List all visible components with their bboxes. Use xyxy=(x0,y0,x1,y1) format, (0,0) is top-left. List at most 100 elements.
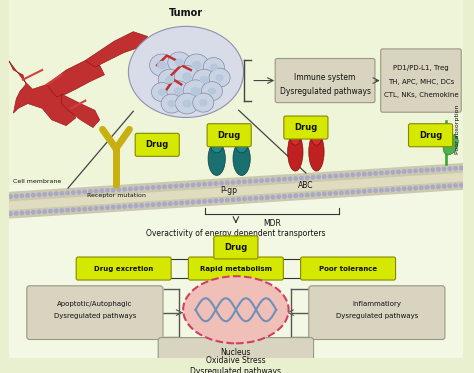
Ellipse shape xyxy=(191,61,201,70)
Ellipse shape xyxy=(183,276,289,343)
Ellipse shape xyxy=(161,94,182,113)
Ellipse shape xyxy=(385,170,390,175)
Ellipse shape xyxy=(385,188,390,192)
Ellipse shape xyxy=(430,167,435,172)
Ellipse shape xyxy=(191,182,195,187)
Ellipse shape xyxy=(350,172,355,177)
Ellipse shape xyxy=(362,172,367,176)
Ellipse shape xyxy=(316,175,321,179)
Ellipse shape xyxy=(293,193,298,198)
Ellipse shape xyxy=(350,190,355,194)
FancyBboxPatch shape xyxy=(158,338,314,373)
FancyBboxPatch shape xyxy=(301,257,396,280)
FancyBboxPatch shape xyxy=(76,257,171,280)
Ellipse shape xyxy=(436,167,441,172)
Ellipse shape xyxy=(65,191,70,195)
Ellipse shape xyxy=(182,72,192,81)
Ellipse shape xyxy=(65,208,70,213)
Ellipse shape xyxy=(367,171,373,176)
Ellipse shape xyxy=(167,100,176,107)
Ellipse shape xyxy=(134,203,138,208)
Polygon shape xyxy=(9,173,463,210)
Ellipse shape xyxy=(333,173,338,178)
Ellipse shape xyxy=(237,180,241,184)
Ellipse shape xyxy=(173,184,178,188)
Ellipse shape xyxy=(82,189,87,194)
Ellipse shape xyxy=(210,63,218,71)
Ellipse shape xyxy=(208,87,216,95)
Ellipse shape xyxy=(94,189,99,194)
Ellipse shape xyxy=(219,198,224,203)
Text: Tumor: Tumor xyxy=(169,8,203,18)
Ellipse shape xyxy=(174,87,183,95)
Ellipse shape xyxy=(367,189,373,193)
Ellipse shape xyxy=(175,93,199,114)
Ellipse shape xyxy=(31,210,36,215)
Ellipse shape xyxy=(442,184,447,189)
Ellipse shape xyxy=(459,166,464,170)
Ellipse shape xyxy=(54,191,59,196)
Ellipse shape xyxy=(139,186,144,191)
Text: Drug: Drug xyxy=(419,131,442,140)
Ellipse shape xyxy=(168,184,173,189)
Ellipse shape xyxy=(254,179,258,184)
Ellipse shape xyxy=(174,66,200,88)
Text: Drug: Drug xyxy=(294,123,318,132)
Text: Apoptotic/Autophagic: Apoptotic/Autophagic xyxy=(57,301,133,307)
Text: Dysregulated pathways: Dysregulated pathways xyxy=(280,87,371,95)
Ellipse shape xyxy=(145,185,150,190)
Ellipse shape xyxy=(293,176,298,181)
Text: Inflammatiory: Inflammatiory xyxy=(352,301,401,307)
Ellipse shape xyxy=(36,192,41,197)
Ellipse shape xyxy=(379,170,384,175)
Text: MDR: MDR xyxy=(264,219,281,228)
Ellipse shape xyxy=(413,186,418,191)
Ellipse shape xyxy=(54,209,59,213)
Ellipse shape xyxy=(430,185,435,189)
Text: Dysregulated pathways: Dysregulated pathways xyxy=(191,367,282,373)
Ellipse shape xyxy=(339,173,344,178)
Ellipse shape xyxy=(42,192,47,197)
Ellipse shape xyxy=(156,185,161,189)
Ellipse shape xyxy=(19,211,24,216)
Polygon shape xyxy=(9,163,463,219)
Ellipse shape xyxy=(105,188,110,193)
Ellipse shape xyxy=(185,183,190,188)
Text: Cell membrane: Cell membrane xyxy=(13,179,62,184)
Text: Nucleus: Nucleus xyxy=(220,348,251,357)
Ellipse shape xyxy=(162,184,167,189)
Ellipse shape xyxy=(182,100,191,107)
Ellipse shape xyxy=(322,191,327,196)
Ellipse shape xyxy=(71,207,76,212)
Ellipse shape xyxy=(259,178,264,183)
Ellipse shape xyxy=(59,191,64,195)
Ellipse shape xyxy=(14,211,18,216)
Ellipse shape xyxy=(88,189,93,194)
FancyBboxPatch shape xyxy=(381,49,461,112)
Ellipse shape xyxy=(430,124,448,147)
Ellipse shape xyxy=(117,187,121,192)
Ellipse shape xyxy=(200,76,209,84)
Ellipse shape xyxy=(111,188,116,192)
Ellipse shape xyxy=(288,133,303,171)
Ellipse shape xyxy=(443,135,458,155)
Ellipse shape xyxy=(175,58,184,66)
Ellipse shape xyxy=(196,182,201,187)
Ellipse shape xyxy=(419,185,424,190)
Ellipse shape xyxy=(128,26,244,117)
Ellipse shape xyxy=(168,201,173,206)
Ellipse shape xyxy=(453,166,458,171)
Ellipse shape xyxy=(425,185,429,190)
Ellipse shape xyxy=(396,169,401,174)
Ellipse shape xyxy=(152,82,173,101)
Ellipse shape xyxy=(8,194,13,199)
Ellipse shape xyxy=(309,133,324,171)
Ellipse shape xyxy=(442,167,447,172)
Ellipse shape xyxy=(14,194,18,198)
Ellipse shape xyxy=(402,169,407,174)
FancyBboxPatch shape xyxy=(207,124,251,147)
Text: Drug: Drug xyxy=(146,140,169,149)
Ellipse shape xyxy=(134,186,138,191)
Ellipse shape xyxy=(209,68,230,87)
Ellipse shape xyxy=(242,197,247,201)
